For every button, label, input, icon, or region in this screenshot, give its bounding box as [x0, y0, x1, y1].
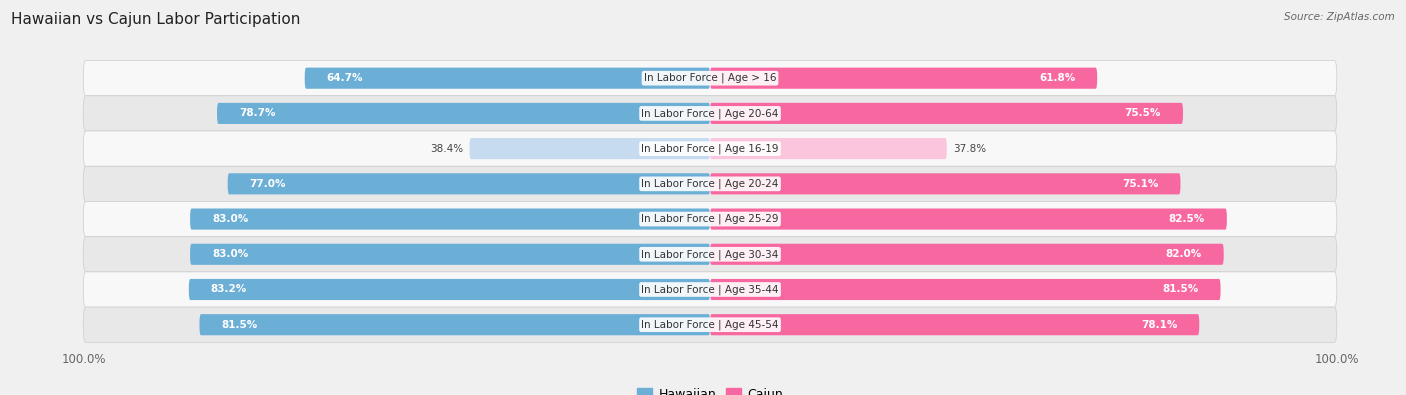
Text: 75.1%: 75.1%: [1122, 179, 1159, 189]
FancyBboxPatch shape: [190, 209, 710, 229]
FancyBboxPatch shape: [83, 307, 1337, 342]
FancyBboxPatch shape: [83, 201, 1337, 237]
FancyBboxPatch shape: [710, 314, 1199, 335]
Text: 81.5%: 81.5%: [1163, 284, 1199, 295]
Text: 64.7%: 64.7%: [326, 73, 363, 83]
Text: Source: ZipAtlas.com: Source: ZipAtlas.com: [1284, 12, 1395, 22]
Text: 77.0%: 77.0%: [250, 179, 285, 189]
Text: 37.8%: 37.8%: [953, 144, 986, 154]
Text: 82.0%: 82.0%: [1166, 249, 1202, 259]
Text: 61.8%: 61.8%: [1039, 73, 1076, 83]
FancyBboxPatch shape: [710, 209, 1227, 229]
FancyBboxPatch shape: [83, 96, 1337, 131]
Text: In Labor Force | Age 25-29: In Labor Force | Age 25-29: [641, 214, 779, 224]
Text: 83.2%: 83.2%: [211, 284, 247, 295]
Text: 75.5%: 75.5%: [1125, 108, 1161, 118]
FancyBboxPatch shape: [710, 279, 1220, 300]
Text: 78.7%: 78.7%: [239, 108, 276, 118]
Text: In Labor Force | Age > 16: In Labor Force | Age > 16: [644, 73, 776, 83]
Legend: Hawaiian, Cajun: Hawaiian, Cajun: [633, 383, 787, 395]
FancyBboxPatch shape: [228, 173, 710, 194]
FancyBboxPatch shape: [217, 103, 710, 124]
FancyBboxPatch shape: [188, 279, 710, 300]
Text: In Labor Force | Age 45-54: In Labor Force | Age 45-54: [641, 320, 779, 330]
FancyBboxPatch shape: [83, 166, 1337, 201]
Text: In Labor Force | Age 20-64: In Labor Force | Age 20-64: [641, 108, 779, 118]
FancyBboxPatch shape: [305, 68, 710, 89]
Text: In Labor Force | Age 30-34: In Labor Force | Age 30-34: [641, 249, 779, 260]
Text: 83.0%: 83.0%: [212, 214, 249, 224]
FancyBboxPatch shape: [83, 131, 1337, 166]
Text: In Labor Force | Age 20-24: In Labor Force | Age 20-24: [641, 179, 779, 189]
FancyBboxPatch shape: [83, 237, 1337, 272]
Text: 38.4%: 38.4%: [430, 144, 463, 154]
Text: In Labor Force | Age 16-19: In Labor Force | Age 16-19: [641, 143, 779, 154]
Text: Hawaiian vs Cajun Labor Participation: Hawaiian vs Cajun Labor Participation: [11, 12, 301, 27]
Text: 78.1%: 78.1%: [1142, 320, 1177, 330]
Text: 82.5%: 82.5%: [1168, 214, 1205, 224]
FancyBboxPatch shape: [710, 103, 1182, 124]
Text: 81.5%: 81.5%: [221, 320, 257, 330]
FancyBboxPatch shape: [200, 314, 710, 335]
FancyBboxPatch shape: [710, 173, 1181, 194]
Text: 83.0%: 83.0%: [212, 249, 249, 259]
Text: In Labor Force | Age 35-44: In Labor Force | Age 35-44: [641, 284, 779, 295]
FancyBboxPatch shape: [83, 60, 1337, 96]
FancyBboxPatch shape: [710, 138, 946, 159]
FancyBboxPatch shape: [470, 138, 710, 159]
FancyBboxPatch shape: [710, 68, 1097, 89]
FancyBboxPatch shape: [710, 244, 1223, 265]
FancyBboxPatch shape: [83, 272, 1337, 307]
FancyBboxPatch shape: [190, 244, 710, 265]
